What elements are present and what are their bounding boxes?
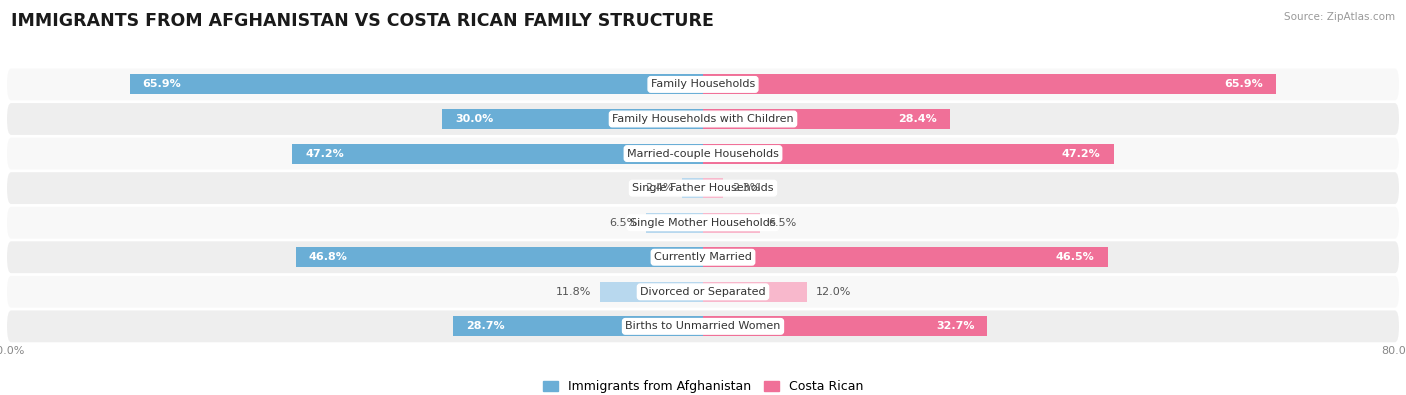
- FancyBboxPatch shape: [7, 276, 1399, 308]
- Text: Single Mother Households: Single Mother Households: [630, 218, 776, 228]
- Text: 6.5%: 6.5%: [768, 218, 796, 228]
- FancyBboxPatch shape: [7, 241, 1399, 273]
- Bar: [703, 143, 1114, 164]
- Text: 28.4%: 28.4%: [898, 114, 936, 124]
- FancyBboxPatch shape: [7, 310, 1399, 342]
- Bar: [703, 109, 950, 129]
- Bar: [295, 247, 703, 267]
- Text: 6.5%: 6.5%: [610, 218, 638, 228]
- Text: Divorced or Separated: Divorced or Separated: [640, 287, 766, 297]
- Text: IMMIGRANTS FROM AFGHANISTAN VS COSTA RICAN FAMILY STRUCTURE: IMMIGRANTS FROM AFGHANISTAN VS COSTA RIC…: [11, 12, 714, 30]
- Text: 2.3%: 2.3%: [731, 183, 761, 193]
- Text: Births to Unmarried Women: Births to Unmarried Women: [626, 322, 780, 331]
- Text: Family Households with Children: Family Households with Children: [612, 114, 794, 124]
- Text: Source: ZipAtlas.com: Source: ZipAtlas.com: [1284, 12, 1395, 22]
- Text: 11.8%: 11.8%: [557, 287, 592, 297]
- Text: Family Households: Family Households: [651, 79, 755, 89]
- Text: 30.0%: 30.0%: [456, 114, 494, 124]
- Bar: [703, 247, 1108, 267]
- Bar: [703, 282, 807, 302]
- Bar: [703, 213, 759, 233]
- Bar: [292, 143, 703, 164]
- FancyBboxPatch shape: [7, 138, 1399, 169]
- Bar: [703, 316, 987, 337]
- Text: Married-couple Households: Married-couple Households: [627, 149, 779, 158]
- Bar: [129, 74, 703, 94]
- FancyBboxPatch shape: [7, 69, 1399, 100]
- Text: 12.0%: 12.0%: [815, 287, 852, 297]
- Bar: [441, 109, 703, 129]
- Bar: [703, 178, 723, 198]
- Text: 46.5%: 46.5%: [1056, 252, 1094, 262]
- Text: 2.4%: 2.4%: [645, 183, 673, 193]
- Bar: [682, 178, 703, 198]
- FancyBboxPatch shape: [7, 172, 1399, 204]
- Text: 47.2%: 47.2%: [305, 149, 344, 158]
- Legend: Immigrants from Afghanistan, Costa Rican: Immigrants from Afghanistan, Costa Rican: [538, 375, 868, 395]
- Text: 65.9%: 65.9%: [1225, 79, 1263, 89]
- Text: 47.2%: 47.2%: [1062, 149, 1101, 158]
- Text: Single Father Households: Single Father Households: [633, 183, 773, 193]
- FancyBboxPatch shape: [7, 207, 1399, 239]
- Text: 46.8%: 46.8%: [309, 252, 347, 262]
- Bar: [453, 316, 703, 337]
- FancyBboxPatch shape: [7, 103, 1399, 135]
- Bar: [703, 74, 1277, 94]
- Text: 65.9%: 65.9%: [143, 79, 181, 89]
- Bar: [647, 213, 703, 233]
- Text: Currently Married: Currently Married: [654, 252, 752, 262]
- Text: 28.7%: 28.7%: [467, 322, 505, 331]
- Bar: [600, 282, 703, 302]
- Text: 32.7%: 32.7%: [936, 322, 974, 331]
